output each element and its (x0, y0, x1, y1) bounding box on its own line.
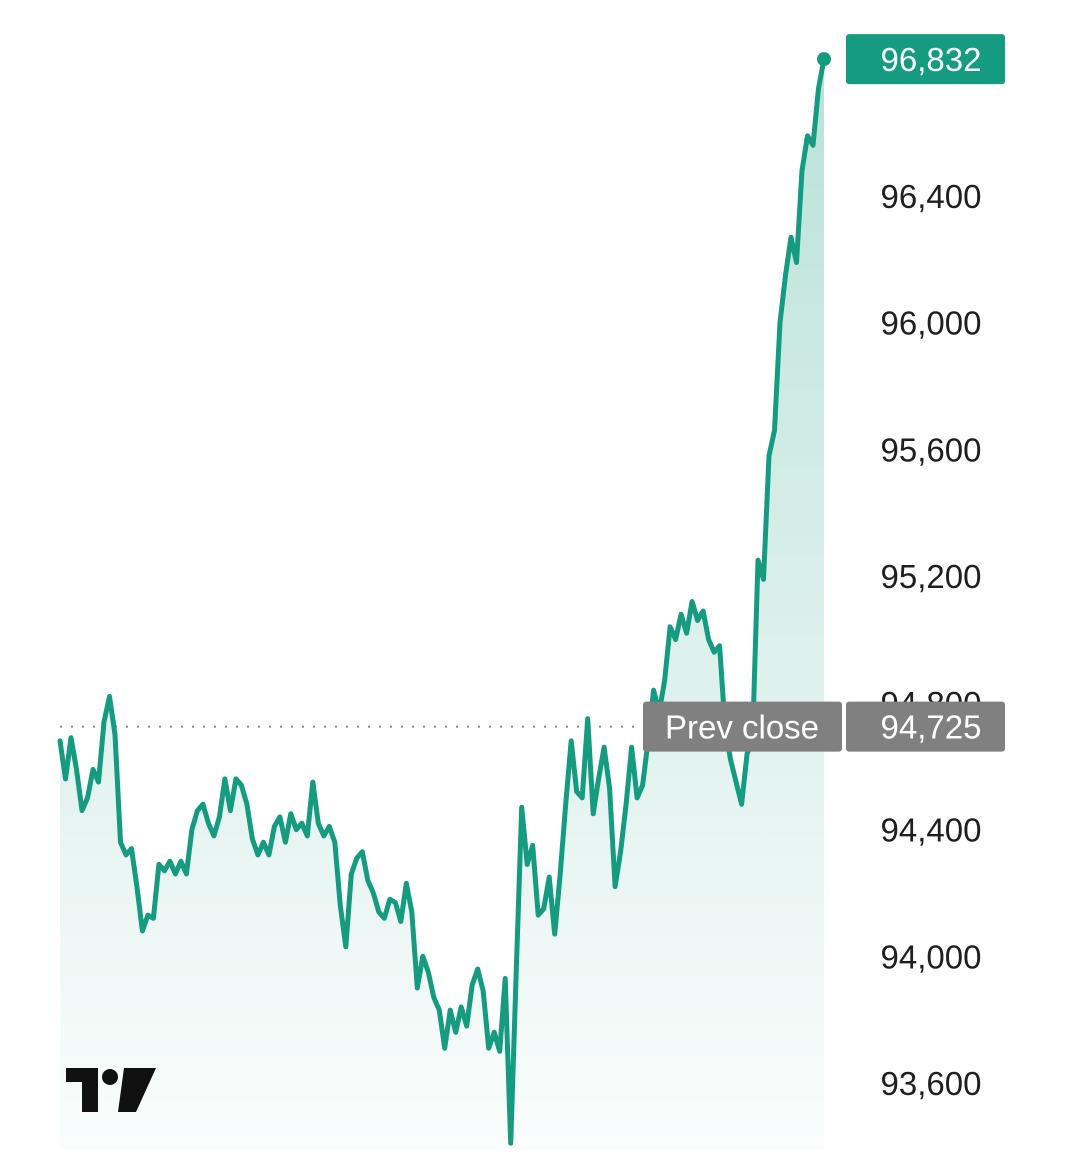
last-price-badge: 96,832 (846, 34, 1005, 85)
y-tick-label: 95,600 (881, 431, 982, 468)
last-point-marker (817, 52, 831, 67)
tradingview-logo-dot (102, 1069, 118, 1085)
last-price-label: 96,832 (881, 41, 982, 78)
y-axis: 93,60094,00094,40094,80095,20095,60096,0… (881, 178, 982, 1102)
tradingview-logo-v (118, 1068, 156, 1112)
prev-close-value-label: 94,725 (881, 709, 982, 746)
y-tick-label: 94,400 (881, 812, 982, 849)
tradingview-logo (66, 1068, 156, 1112)
y-tick-label: 95,200 (881, 558, 982, 595)
price-line (57, 56, 827, 1146)
prev-close-value-bg (846, 701, 1005, 752)
y-tick-label: 93,600 (881, 1065, 982, 1102)
y-tick-label: 94,000 (881, 938, 982, 975)
y-tick-label: 96,400 (881, 178, 982, 215)
tradingview-logo-t (66, 1068, 98, 1112)
prev-close-text: Prev close (665, 709, 819, 746)
y-tick-label: 96,000 (881, 305, 982, 342)
prev-close-badge: Prev close 94,725 (643, 701, 1005, 752)
area-fill (60, 59, 824, 1151)
last-price-badge-bg (846, 34, 1005, 85)
prev-close-text-bg (643, 701, 842, 752)
